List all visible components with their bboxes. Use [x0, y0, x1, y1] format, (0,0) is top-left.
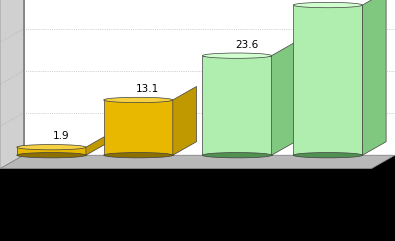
Ellipse shape [103, 97, 173, 103]
Text: 23.6: 23.6 [235, 40, 258, 50]
Bar [202, 56, 272, 155]
Polygon shape [24, 0, 395, 155]
Ellipse shape [202, 153, 272, 158]
Bar [293, 5, 363, 155]
Polygon shape [0, 155, 395, 169]
Bar [103, 100, 173, 155]
Ellipse shape [103, 153, 173, 158]
Ellipse shape [202, 53, 272, 58]
Ellipse shape [293, 2, 363, 8]
Text: 13.1: 13.1 [136, 84, 159, 94]
Ellipse shape [17, 145, 86, 150]
Ellipse shape [293, 153, 363, 158]
Polygon shape [173, 87, 197, 155]
Polygon shape [363, 0, 386, 155]
Polygon shape [0, 0, 24, 169]
Bar [17, 147, 86, 155]
Polygon shape [272, 42, 295, 155]
Polygon shape [86, 134, 109, 155]
Text: 1.9: 1.9 [53, 131, 69, 141]
Ellipse shape [17, 153, 86, 158]
